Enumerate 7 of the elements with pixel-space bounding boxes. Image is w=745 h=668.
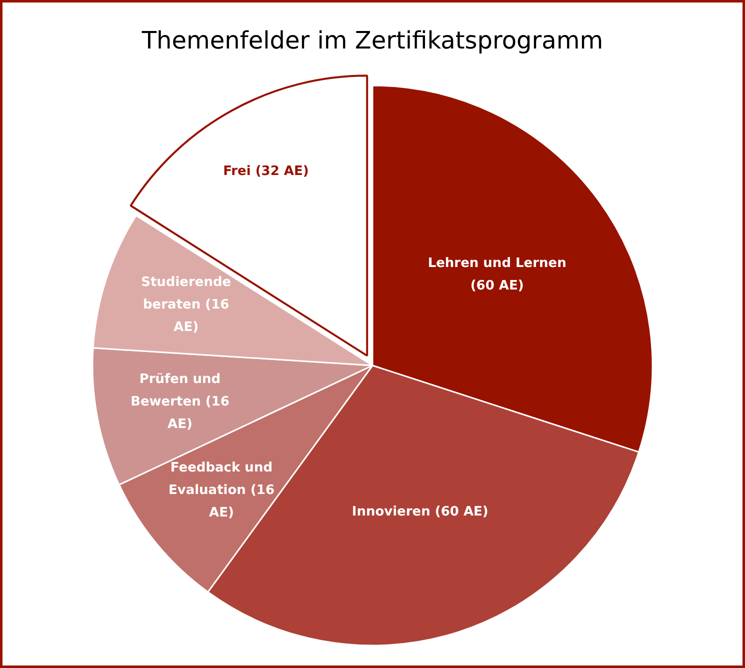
chart-title: Themenfelder im Zertifikatsprogramm	[140, 26, 604, 54]
slice-label: Feedback und Evaluation (16 AE)	[168, 460, 274, 520]
slice-label: Lehren und Lernen (60 AE)	[428, 256, 566, 294]
slice-label: Prüfen und Bewerten (16 AE)	[130, 372, 230, 432]
slice-label: Innovieren (60 AE)	[352, 504, 488, 520]
slice-label: Frei (32 AE)	[223, 164, 309, 180]
slice-label: Studierende beraten (16 AE)	[141, 274, 232, 335]
